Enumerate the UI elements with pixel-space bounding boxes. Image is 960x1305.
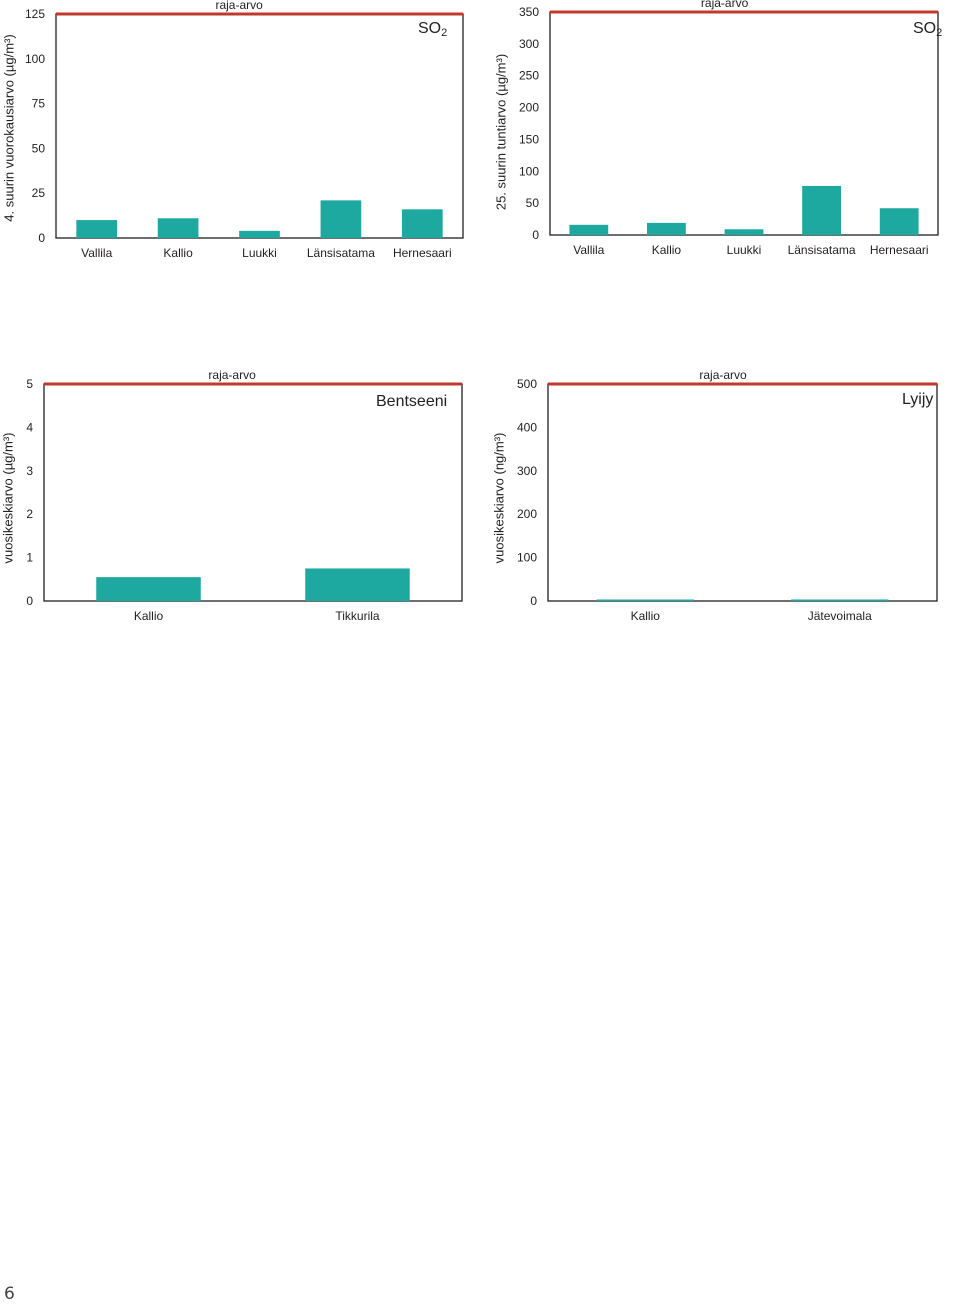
limit-label: raja-arvo: [701, 0, 749, 10]
y-tick-label: 2: [26, 507, 33, 521]
chart-title-main: SO: [913, 20, 937, 37]
x-tick-label: Luukki: [727, 243, 762, 257]
x-tick-label: Tikkurila: [335, 609, 380, 623]
y-tick-label: 25: [32, 186, 46, 200]
chart-title-subscript: 2: [441, 27, 448, 39]
y-axis-label: vuosikeskiarvo (µg/m³): [0, 432, 16, 564]
bar-vallila: [76, 220, 118, 238]
chart-title: SO2: [913, 20, 942, 39]
chart-lead: vuosikeskiarvo (ng/m³) Lyijy 0 100 200 300 4…: [480, 360, 960, 640]
x-tick-label: Kallio: [163, 246, 193, 260]
chart-title-subscript: 2: [936, 27, 943, 39]
y-tick-label: 500: [517, 377, 537, 391]
y-tick-label: 0: [532, 228, 539, 242]
plot-frame: [55, 13, 464, 239]
y-tick-label: 100: [519, 164, 539, 178]
y-tick-label: 4: [26, 420, 33, 434]
chart-svg: 0 50 100 150 200 250 300 350 Vallila Kallio Luukki…: [519, 0, 939, 257]
y-tick-label: 150: [519, 132, 539, 146]
bar-länsisatama: [802, 185, 841, 235]
x-tick-label: Vallila: [573, 243, 604, 257]
bar-luukki: [724, 229, 764, 235]
bar-hernesaari: [401, 209, 443, 238]
y-tick-label: 50: [32, 141, 46, 155]
x-tick-label: Kallio: [652, 243, 682, 257]
y-tick-label: 350: [519, 5, 539, 19]
chart-so2-daily: 4. suurin vuorokausiarvo (µg/m³) SO2 0 25…: [0, 0, 480, 280]
bar-kallio: [596, 599, 694, 601]
page-number: 6: [4, 1284, 15, 1304]
y-tick-label: 50: [526, 196, 540, 210]
y-tick-label: 100: [25, 52, 45, 66]
y-tick-label: 300: [519, 37, 539, 51]
x-tick-label: Vallila: [81, 246, 112, 260]
y-tick-label: 5: [26, 377, 33, 391]
y-tick-label: 300: [517, 464, 537, 478]
x-tick-label: Länsisatama: [307, 246, 375, 260]
y-tick-label: 3: [26, 464, 33, 478]
chart-title-main: SO: [418, 20, 442, 37]
chart-so2-hourly: 25. suurin tuntiarvo (µg/m³) SO2 0 50 100 1…: [480, 0, 960, 280]
x-tick-label: Länsisatama: [788, 243, 856, 257]
limit-label: raja-arvo: [699, 368, 747, 382]
chart-title-main: Lyijy: [902, 391, 934, 408]
chart-title: Bentseeni: [376, 393, 447, 411]
y-tick-label: 0: [530, 594, 537, 608]
x-tick-label: Kallio: [631, 609, 661, 623]
x-tick-label: Jätevoimala: [808, 609, 872, 623]
chart-svg: 0 25 50 75 100 125 Vallila Kallio Luukki Länsisat…: [25, 0, 464, 260]
chart-svg: 0 1 2 3 4 5 Kallio Tikkurila raja-arvo: [26, 368, 463, 623]
plot-frame: [549, 11, 939, 236]
y-tick-label: 1: [26, 551, 33, 565]
bar-tikkurila: [305, 568, 410, 601]
bar-hernesaari: [879, 208, 919, 235]
y-tick-label: 250: [519, 69, 539, 83]
bar-kallio: [647, 222, 686, 235]
limit-label: raja-arvo: [215, 0, 263, 12]
limit-label: raja-arvo: [208, 368, 256, 382]
y-tick-label: 0: [38, 231, 45, 245]
y-tick-label: 200: [517, 507, 537, 521]
y-axis-label: vuosikeskiarvo (ng/m³): [491, 432, 507, 564]
bar-jätevoimala: [791, 599, 889, 601]
y-tick-label: 75: [32, 97, 46, 111]
y-tick-label: 0: [26, 594, 33, 608]
chart-svg: 0 100 200 300 400 500 Kallio Jätevoimala raja-ar…: [517, 368, 938, 623]
x-tick-label: Kallio: [134, 609, 164, 623]
x-tick-label: Luukki: [242, 246, 277, 260]
y-tick-label: 200: [519, 101, 539, 115]
chart-title-main: Bentseeni: [376, 393, 448, 410]
chart-title: Lyijy: [902, 391, 933, 409]
chart-benzene: vuosikeskiarvo (µg/m³) Bentseeni 0 1 2 3 4 5 K…: [0, 360, 480, 640]
x-tick-label: Hernesaari: [393, 246, 452, 260]
bar-vallila: [569, 224, 609, 235]
bar-kallio: [157, 218, 199, 238]
y-axis-label: 4. suurin vuorokausiarvo (µg/m³): [1, 34, 17, 222]
x-tick-label: Hernesaari: [870, 243, 929, 257]
y-tick-label: 125: [25, 7, 45, 21]
y-tick-label: 400: [517, 420, 537, 434]
plot-frame: [547, 383, 938, 602]
y-tick-label: 100: [517, 551, 537, 565]
bar-kallio: [96, 577, 201, 601]
bar-länsisatama: [320, 200, 362, 238]
bar-luukki: [239, 230, 280, 238]
y-axis-label: 25. suurin tuntiarvo (µg/m³): [493, 53, 509, 211]
chart-title: SO2: [418, 20, 447, 39]
